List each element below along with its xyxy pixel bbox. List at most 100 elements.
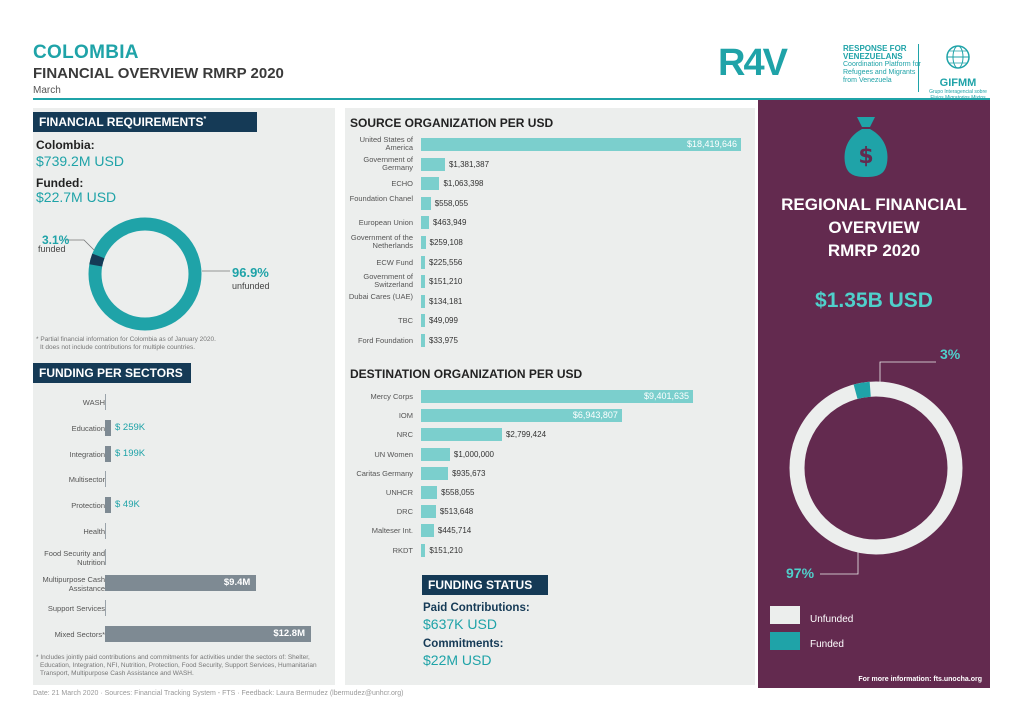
report-month: March	[33, 85, 61, 96]
destination-org-heading: DESTINATION ORGANIZATION PER USD	[350, 367, 583, 381]
donut-unfunded-ring	[88, 217, 202, 331]
dest-bar-malteser-int	[421, 524, 434, 538]
source-bar-european-union	[421, 216, 430, 230]
sector-axis-tick	[105, 471, 106, 488]
dest-label-drc: DRC	[396, 507, 413, 517]
regional-funded-leader	[879, 361, 936, 382]
r4v-logo-title: RESPONSE FOR VENEZUELANS	[843, 44, 907, 61]
unfunded-percent-label: unfunded	[232, 281, 270, 291]
dest-value-un-women: $1,000,000	[453, 449, 494, 459]
gifmm-logo-name: GIFMM	[939, 77, 977, 89]
globe-icon	[946, 45, 970, 69]
sector-label-mixed-sectors: Mixed Sectors*	[54, 630, 105, 640]
dest-bar-un-women	[421, 447, 450, 461]
r4v-logo-subtitle: Coordination Platform for Refugees and M…	[843, 61, 921, 84]
legend-unfunded-label: Unfunded	[810, 614, 854, 625]
sector-value-integration: $ 199K	[115, 447, 146, 459]
country-requirement-value: $739.2M USD	[36, 153, 124, 169]
sector-axis-tick	[105, 394, 106, 410]
sector-axis-tick	[105, 523, 106, 539]
source-label-foundation-chanel: Foundation Chanel	[349, 193, 413, 203]
sector-bar-education	[105, 419, 111, 436]
sector-bar-protection	[105, 497, 111, 514]
dest-value-drc: $513,648	[439, 507, 474, 517]
page-title: COLOMBIA	[33, 42, 139, 63]
sector-value-protection: $ 49K	[115, 499, 140, 511]
source-label-government-of-germany: Government of Germany	[363, 154, 413, 172]
dest-value-nrc: $2,799,424	[505, 430, 547, 440]
dest-bar-unhcr	[421, 486, 438, 499]
source-value-european-union: $463,949	[433, 218, 467, 228]
source-bar-united-states-of-america	[421, 138, 741, 151]
dest-value-unhcr: $558,055	[441, 488, 475, 497]
dest-bar-rkdt	[421, 543, 426, 557]
logo-divider	[918, 44, 919, 92]
legend-funded-swatch	[770, 632, 800, 650]
dest-value-iom: $6,943,807	[572, 410, 618, 421]
paid-contributions-value: $637K USD	[423, 616, 497, 632]
r4v-logo-text: RESPONSE FOR VENEZUELANS Coordination Pl…	[843, 45, 923, 85]
paid-contributions-label: Paid Contributions:	[423, 602, 530, 614]
commitments-value: $22M USD	[423, 652, 492, 668]
financial-requirements-heading-text: FINANCIAL REQUIREMENTS	[39, 115, 204, 129]
source-value-government-of-switzerland: $151,210	[429, 277, 463, 287]
sector-bar-integration	[105, 445, 111, 462]
regional-funded-percent: 3%	[940, 346, 961, 362]
dest-label-unhcr: UNHCR	[385, 488, 413, 497]
sector-label-support-services: Support Services	[47, 604, 105, 614]
source-label-echo: ECHO	[391, 179, 413, 189]
dest-bar-iom	[421, 409, 622, 423]
regional-title-line-2: OVERVIEW	[828, 218, 920, 237]
dest-value-caritas-germany: $935,673	[452, 468, 486, 478]
commitments-label: Commitments:	[423, 638, 504, 650]
source-label-ford-foundation: Ford Foundation	[357, 336, 413, 345]
sector-label-health: Health	[83, 527, 105, 536]
source-value-ecw-fund: $225,556	[429, 257, 463, 267]
regional-unfunded-leader	[820, 542, 859, 575]
dest-label-mercy-corps: Mercy Corps	[370, 392, 413, 401]
funded-leader-line	[66, 239, 95, 251]
legend-unfunded-swatch	[770, 606, 800, 624]
money-bag-icon: $	[844, 117, 888, 177]
source-value-tbc: $49,099	[429, 316, 458, 326]
source-bar-dubai-cares-uae	[421, 294, 425, 308]
source-bar-tbc	[421, 314, 425, 328]
donut-funded-arc	[88, 217, 202, 331]
funded-label: Funded:	[36, 176, 84, 190]
gifmm-logo: GIFMM Grupo Interagencial sobre Flujos M…	[928, 44, 988, 101]
source-bar-government-of-switzerland	[421, 275, 425, 289]
funded-percent: 3.1%	[42, 233, 70, 247]
regional-funding-donut	[789, 381, 963, 555]
dest-bar-drc	[421, 505, 436, 519]
source-bar-government-of-the-netherlands	[421, 236, 426, 249]
sectors-bar-chart: WASH Education $ 259K Integration $ 199K Mult…	[33, 392, 333, 652]
sector-bar-mixed-sectors	[105, 626, 311, 643]
destination-org-bar-chart: Mercy Corps $9,401,635 IOM $6,943,807 NRC $2,…	[345, 388, 755, 560]
source-value-foundation-chanel: $558,055	[434, 198, 469, 208]
source-bar-echo	[421, 177, 440, 191]
source-bar-foundation-chanel	[421, 196, 431, 210]
source-label-government-of-the-netherlands: Government of the Netherlands	[350, 233, 413, 250]
gifmm-logo-subtitle: Grupo Interagencial sobre Flujos Migrato…	[929, 89, 987, 101]
dest-label-un-women: UN Women	[374, 449, 413, 459]
source-org-heading: SOURCE ORGANIZATION PER USD	[350, 116, 554, 130]
page-subtitle: FINANCIAL OVERVIEW RMRP 2020	[33, 65, 284, 82]
sector-axis-tick	[105, 600, 106, 617]
financial-requirements-note-2: It does not include contributions for mu…	[40, 344, 196, 351]
dest-value-mercy-corps: $9,401,635	[643, 391, 689, 401]
funding-per-sectors-heading: FUNDING PER SECTORS	[33, 363, 191, 383]
sector-label-multisector: Multisector	[68, 475, 105, 485]
funding-status-heading: FUNDING STATUS	[422, 575, 548, 595]
dest-label-rkdt: RKDT	[392, 545, 413, 555]
dest-label-caritas-germany: Caritas Germany	[356, 468, 413, 478]
regional-donut-unfunded-ring	[789, 381, 963, 555]
sectors-note-1: * Includes jointly paid contributions an…	[36, 654, 310, 661]
sectors-note-2: Education, Integration, NFI, Nutrition, …	[40, 662, 317, 669]
regional-donut-funded-arc	[789, 381, 963, 555]
sector-bar-multipurpose-cash-assistance	[105, 574, 257, 591]
sector-label-food-security-and-nutrition: Food Security and Nutrition	[44, 548, 105, 567]
financial-requirements-note-1: * Partial financial information for Colo…	[36, 336, 216, 343]
dest-value-rkdt: $151,210	[429, 545, 463, 555]
svg-text:$: $	[858, 144, 873, 169]
regional-unfunded-percent: 97%	[786, 565, 815, 581]
